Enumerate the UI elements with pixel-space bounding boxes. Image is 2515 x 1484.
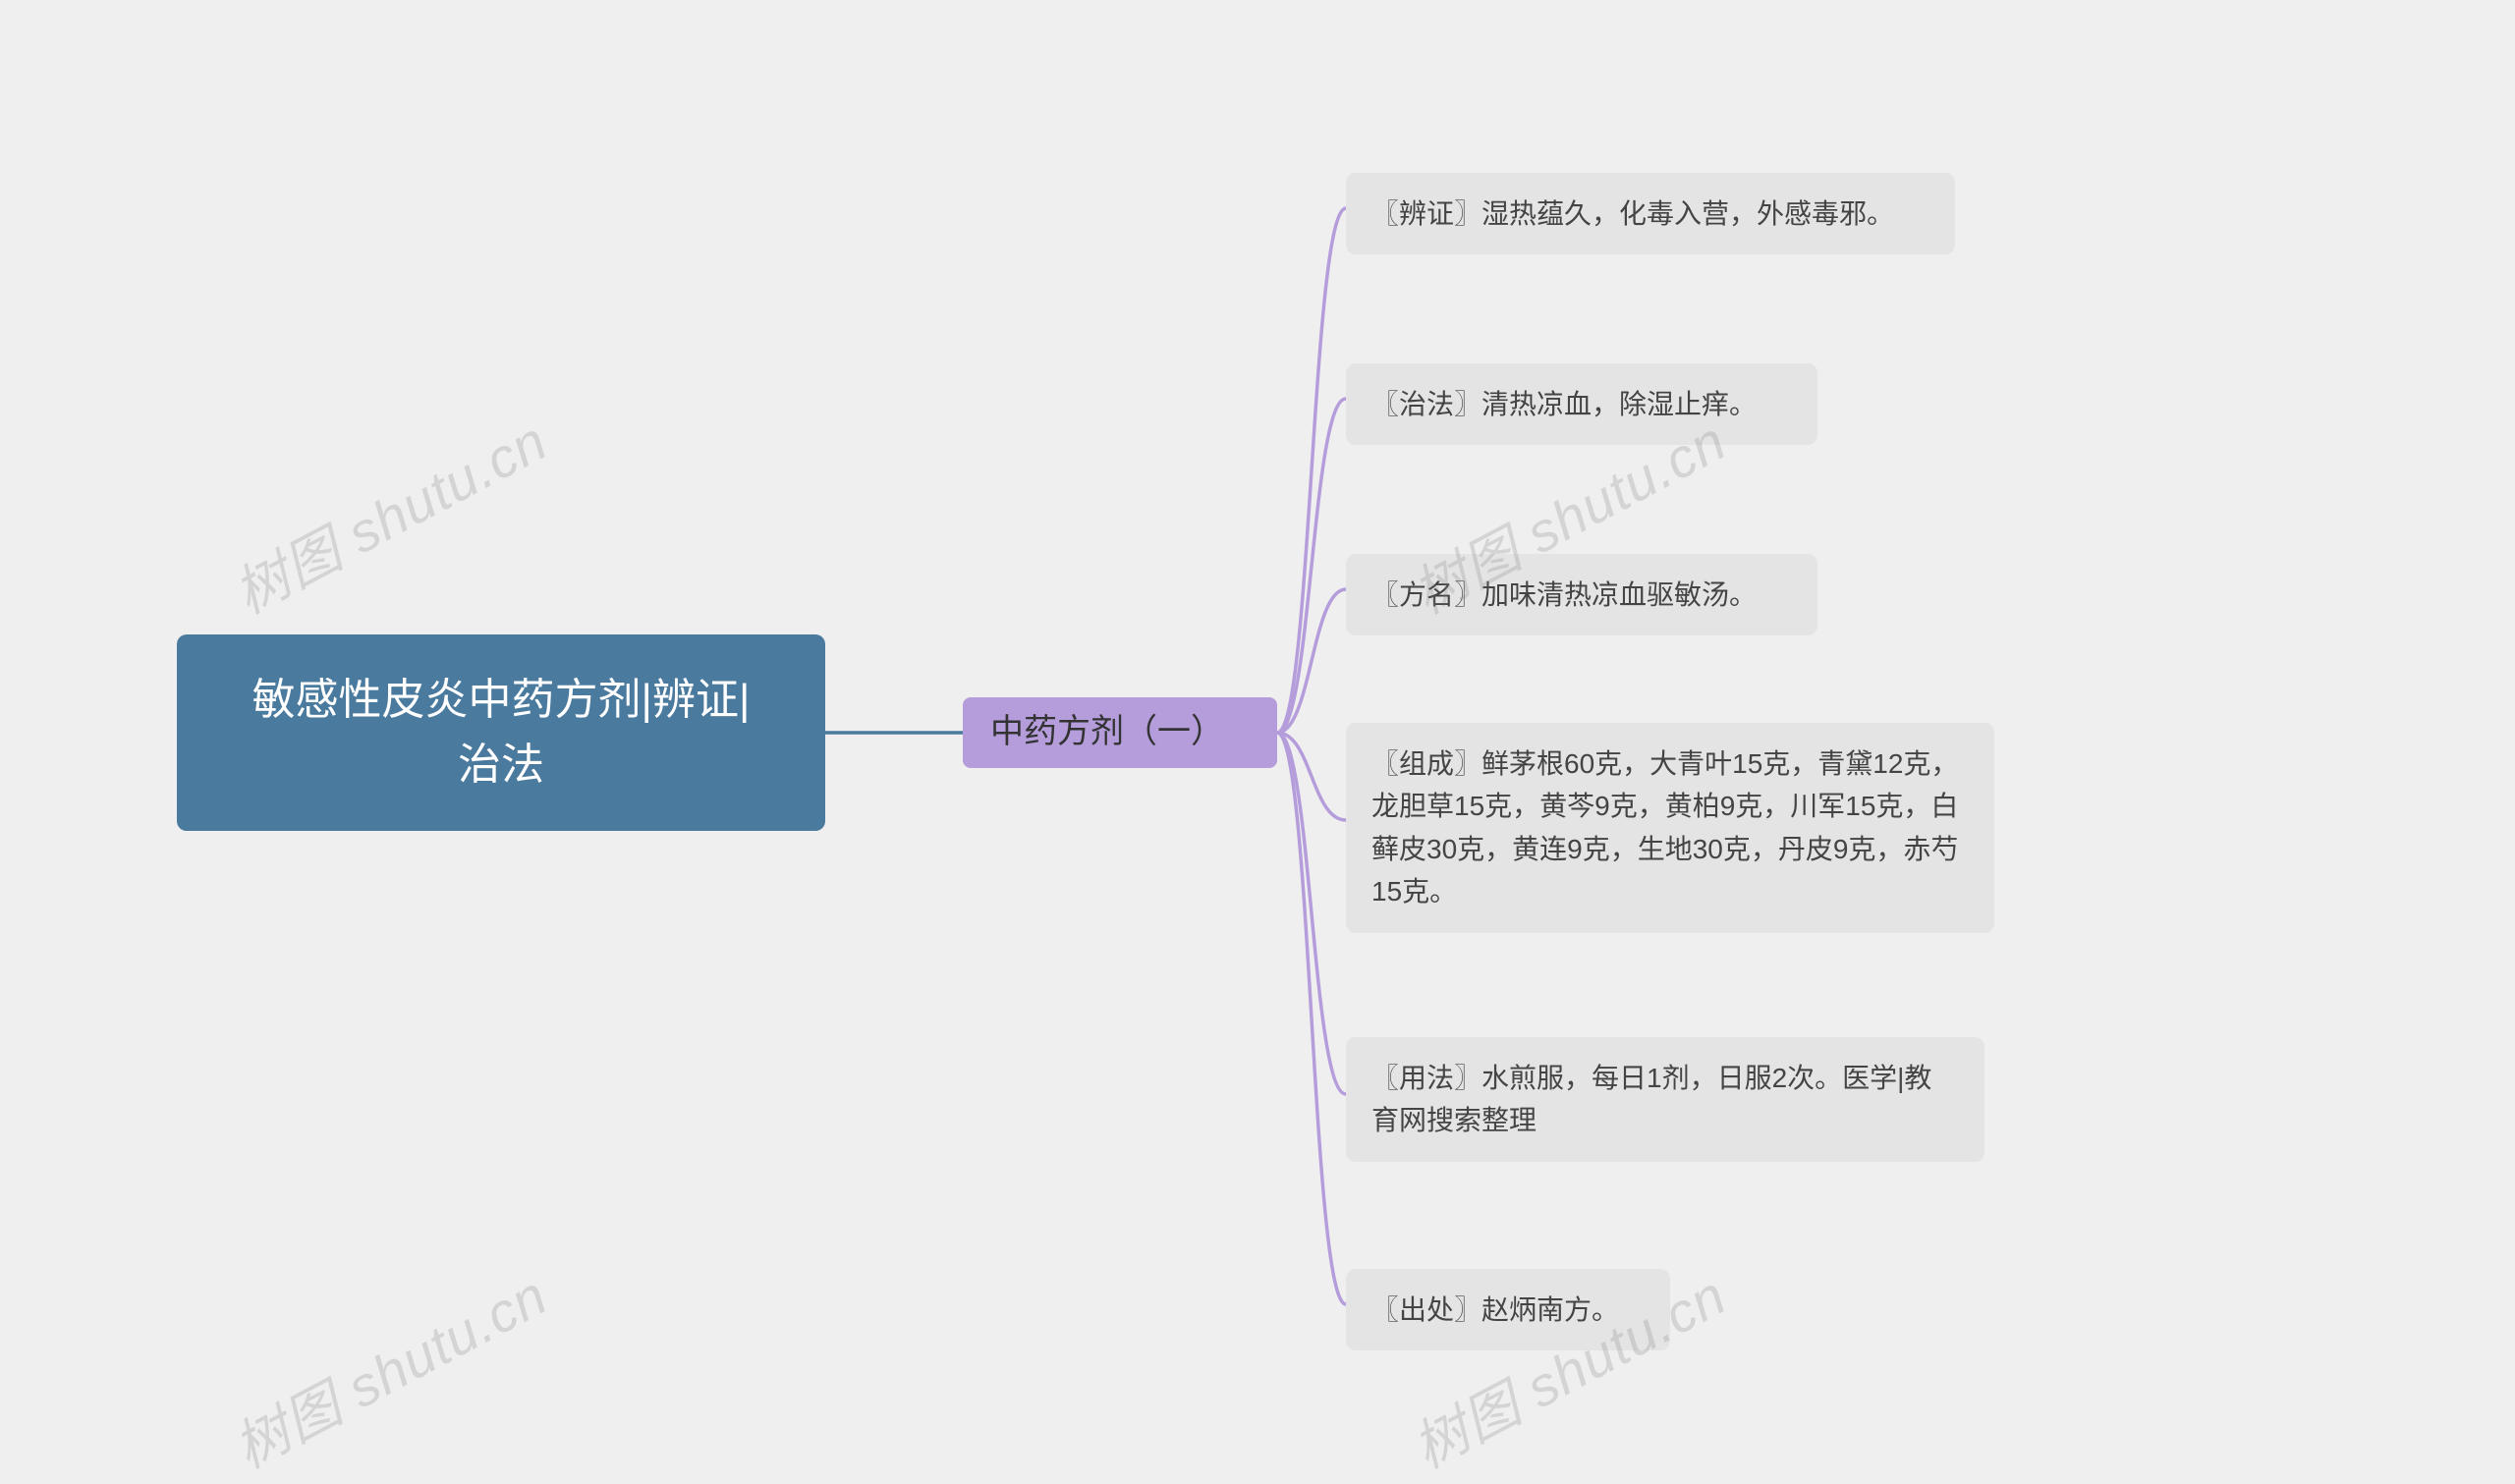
watermark-0: 树图 shutu.cn [218,398,559,630]
branch-node-label: 中药方剂（一） [990,709,1224,756]
leaf-node-label: 〖辨证〗湿热蕴久，化毒入营，外感毒邪。 [1371,198,1894,229]
leaf-node-2[interactable]: 〖方名〗加味清热凉血驱敏汤。 [1346,554,1817,635]
leaf-node-label: 〖用法〗水煎服，每日1剂，日服2次。医学|教育网搜索整理 [1371,1063,1931,1135]
leaf-node-5[interactable]: 〖出处〗赵炳南方。 [1346,1269,1670,1350]
leaf-node-label: 〖出处〗赵炳南方。 [1371,1294,1619,1325]
root-node-label: 敏感性皮炎中药方剂|辨证| 治法 [252,668,751,797]
leaf-node-label: 〖方名〗加味清热凉血驱敏汤。 [1371,579,1757,610]
branch-node[interactable]: 中药方剂（一） [963,697,1277,768]
leaf-node-4[interactable]: 〖用法〗水煎服，每日1剂，日服2次。医学|教育网搜索整理 [1346,1037,1984,1162]
leaf-node-0[interactable]: 〖辨证〗湿热蕴久，化毒入营，外感毒邪。 [1346,173,1955,254]
leaf-node-label: 〖治法〗清热凉血，除湿止痒。 [1371,389,1757,419]
leaf-node-1[interactable]: 〖治法〗清热凉血，除湿止痒。 [1346,363,1817,445]
leaf-node-3[interactable]: 〖组成〗鲜茅根60克，大青叶15克，青黛12克，龙胆草15克，黄芩9克，黄柏9克… [1346,723,1994,933]
mindmap-canvas: 敏感性皮炎中药方剂|辨证| 治法 中药方剂（一） 〖辨证〗湿热蕴久，化毒入营，外… [0,0,2515,1469]
leaf-node-label: 〖组成〗鲜茅根60克，大青叶15克，青黛12克，龙胆草15克，黄芩9克，黄柏9克… [1371,748,1958,907]
root-node[interactable]: 敏感性皮炎中药方剂|辨证| 治法 [177,634,825,831]
watermark-2: 树图 shutu.cn [218,1252,559,1484]
